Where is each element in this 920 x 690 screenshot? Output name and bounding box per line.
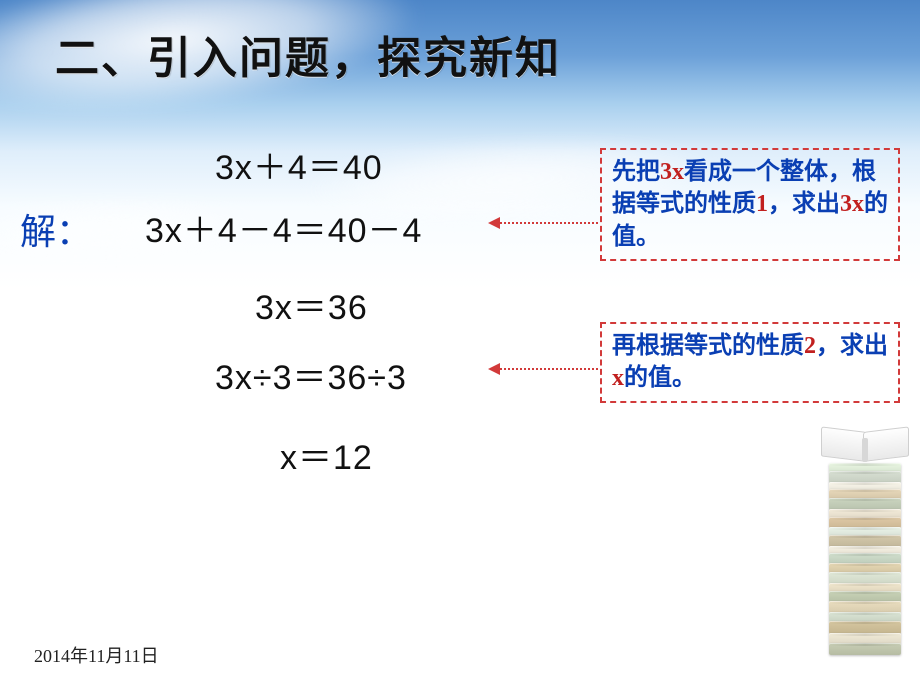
slide-date: 2014年11月11日 bbox=[34, 642, 159, 668]
book-stack-decoration bbox=[820, 430, 910, 685]
equation-line-1: 3x＋4＝40 bbox=[215, 140, 383, 189]
arrow-upper bbox=[490, 222, 598, 224]
equation-line-2: 3x＋4－4＝40－4 bbox=[145, 203, 422, 252]
slide: 二、引入问题，探究新知 解： 3x＋4＝40 3x＋4－4＝40－4 3x＝36… bbox=[0, 0, 920, 690]
equation-line-3: 3x＝36 bbox=[255, 280, 368, 329]
arrow-line bbox=[500, 222, 598, 224]
arrow-lower bbox=[490, 368, 598, 370]
section-title: 二、引入问题，探究新知 bbox=[55, 22, 561, 86]
open-book-icon bbox=[821, 430, 909, 462]
equation-line-4: 3x÷3＝36÷3 bbox=[215, 350, 407, 399]
equation-line-5: x＝12 bbox=[280, 430, 373, 479]
annotation-note-lower: 再根据等式的性质2，求出x的值。 bbox=[600, 322, 900, 403]
annotation-note-upper: 先把3x看成一个整体，根据等式的性质1，求出3x的值。 bbox=[600, 148, 900, 261]
arrow-head-icon bbox=[488, 217, 500, 229]
arrow-line bbox=[500, 368, 598, 370]
solve-label: 解： bbox=[20, 203, 92, 255]
arrow-head-icon bbox=[488, 363, 500, 375]
